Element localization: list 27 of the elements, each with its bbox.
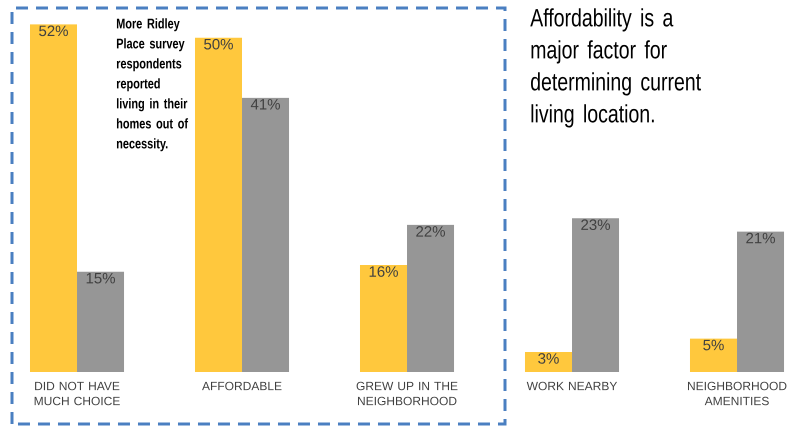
x-tick-label: WORK NEARBY xyxy=(526,382,618,390)
bar xyxy=(524,352,572,372)
bar xyxy=(690,338,738,372)
bar xyxy=(194,38,242,372)
data-label: 41% xyxy=(250,99,280,110)
data-label: 23% xyxy=(581,219,610,230)
bar xyxy=(737,232,784,372)
x-tick-label: AFFORDABLE xyxy=(202,382,282,390)
data-label: 22% xyxy=(416,226,445,237)
annotation: More Ridley Place survey respondents reported living in their homes out of necessity. xyxy=(116,18,188,152)
bar xyxy=(572,218,620,372)
bar xyxy=(360,265,408,372)
bar xyxy=(77,272,124,372)
data-label: 21% xyxy=(746,232,775,244)
bar xyxy=(242,98,290,372)
data-label: 50% xyxy=(204,38,233,50)
x-tick-label: GREW UP IN THE NEIGHBORHOOD xyxy=(356,382,458,406)
text: Affordability is a major factor for determining current living location. xyxy=(530,8,701,128)
x-tick-label: DID NOT HAVE MUCH CHOICE xyxy=(34,382,120,406)
bar xyxy=(30,24,78,372)
data-label: 5% xyxy=(703,340,724,350)
data-label: 15% xyxy=(86,272,115,284)
data-label: 3% xyxy=(538,353,559,364)
data-label: 52% xyxy=(39,26,68,36)
x-tick-label: NEIGHBORHOOD AMENITIES xyxy=(688,382,786,406)
bar xyxy=(407,224,454,372)
data-label: 16% xyxy=(370,266,398,277)
